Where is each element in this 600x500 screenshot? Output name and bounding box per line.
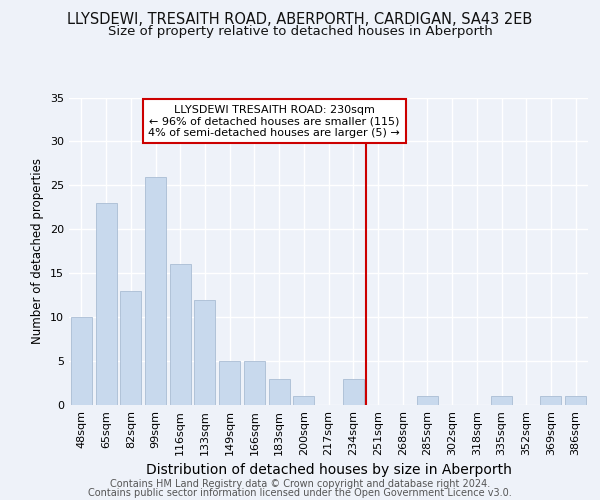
Bar <box>343 378 364 405</box>
Text: Contains public sector information licensed under the Open Government Licence v3: Contains public sector information licen… <box>88 488 512 498</box>
Bar <box>145 176 166 405</box>
Bar <box>491 396 512 405</box>
Bar <box>170 264 191 405</box>
Text: Size of property relative to detached houses in Aberporth: Size of property relative to detached ho… <box>107 25 493 38</box>
Bar <box>71 317 92 405</box>
Bar <box>244 361 265 405</box>
Bar <box>541 396 562 405</box>
Bar <box>565 396 586 405</box>
Bar <box>417 396 438 405</box>
Text: LLYSDEWI, TRESAITH ROAD, ABERPORTH, CARDIGAN, SA43 2EB: LLYSDEWI, TRESAITH ROAD, ABERPORTH, CARD… <box>67 12 533 28</box>
Bar <box>269 378 290 405</box>
Bar <box>194 300 215 405</box>
Bar <box>95 203 116 405</box>
X-axis label: Distribution of detached houses by size in Aberporth: Distribution of detached houses by size … <box>146 463 511 477</box>
Text: Contains HM Land Registry data © Crown copyright and database right 2024.: Contains HM Land Registry data © Crown c… <box>110 479 490 489</box>
Text: LLYSDEWI TRESAITH ROAD: 230sqm
← 96% of detached houses are smaller (115)
4% of : LLYSDEWI TRESAITH ROAD: 230sqm ← 96% of … <box>148 104 400 138</box>
Bar <box>219 361 240 405</box>
Y-axis label: Number of detached properties: Number of detached properties <box>31 158 44 344</box>
Bar <box>293 396 314 405</box>
Bar <box>120 291 141 405</box>
